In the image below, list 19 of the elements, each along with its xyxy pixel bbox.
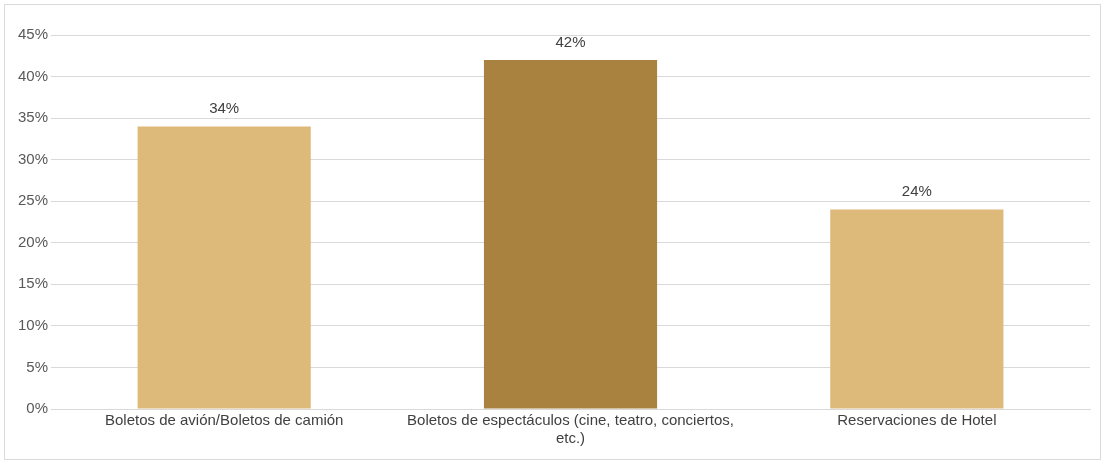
- bar: [137, 126, 311, 409]
- y-tick-label: 10%: [17, 316, 49, 334]
- data-label: 24%: [901, 182, 932, 200]
- y-tick-label: 25%: [17, 191, 49, 209]
- x-tick-label: Reservaciones de Hotel: [837, 411, 997, 429]
- y-tick-label: 5%: [26, 357, 49, 375]
- y-tick-label: 15%: [17, 274, 49, 292]
- bar: [483, 59, 658, 409]
- y-tick-label: 30%: [17, 149, 49, 167]
- bar: [830, 209, 1004, 409]
- y-tick-label: 20%: [17, 232, 49, 250]
- data-label: 34%: [209, 99, 240, 117]
- x-tick-label: Boletos de avión/Boletos de camión: [104, 411, 344, 429]
- x-tick-label: Boletos de espectáculos (cine, teatro, conciertos, etc.): [407, 411, 734, 447]
- y-tick-label: 35%: [17, 108, 49, 126]
- y-tick-label: 45%: [17, 25, 49, 43]
- y-tick-label: 40%: [17, 66, 49, 84]
- data-label: 42%: [555, 32, 586, 50]
- y-tick-label: 0%: [26, 399, 49, 417]
